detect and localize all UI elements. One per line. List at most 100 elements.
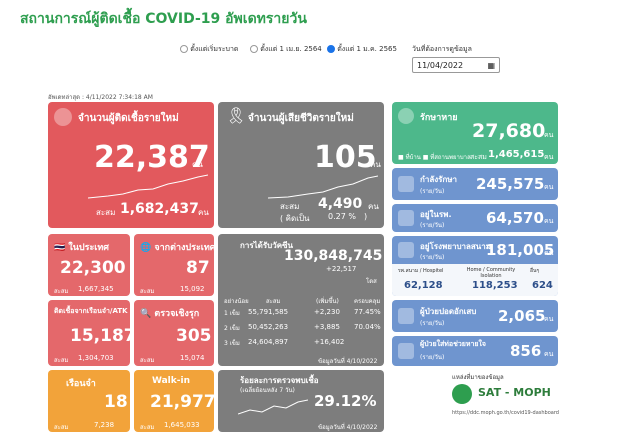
- card-sub: (เฉลี่ยย้อนหลัง 7 วัน): [240, 387, 295, 394]
- th: อย่างน้อย: [224, 298, 249, 305]
- sparkline: [268, 175, 378, 199]
- sparkline: [238, 399, 308, 415]
- total: 15,092: [180, 285, 205, 293]
- vaccine-cell: 50,452,263: [248, 323, 289, 331]
- card-title-text: จากต่างประเทศ: [154, 243, 214, 253]
- value: 22,387: [94, 140, 210, 175]
- ribbon: 🎗: [226, 106, 247, 125]
- vaccine-card: การได้รับวัคซีน 130,848,745 +22,517 โดส …: [218, 234, 384, 366]
- ventilator-card: ผู้ป่วยใส่ท่อช่วยหายใจ (ราย/วัน) 856 คน: [392, 336, 558, 366]
- radio[interactable]: ตั้งแต่ 1 ม.ค. 2565: [327, 44, 397, 55]
- value: 18: [104, 392, 128, 412]
- total: 1,682,437: [120, 201, 199, 217]
- vaccine-cell: 1 เข็ม: [224, 310, 240, 317]
- unit: คน: [198, 208, 209, 217]
- card-title: รักษาหาย: [420, 113, 458, 123]
- logo: [452, 384, 472, 404]
- card-title: ติดเชื้อจากเรือนจำ/ATK: [54, 307, 128, 315]
- total-label: สะสม: [54, 288, 69, 295]
- radio-label: ตั้งแต่ 1 ม.ค. 2565: [337, 45, 397, 53]
- th: สะสม: [266, 298, 281, 305]
- data-date: ข้อมูลวันที่ 4/10/2022: [318, 424, 378, 431]
- total-label: สะสม: [96, 208, 116, 217]
- value: 87: [186, 258, 210, 278]
- column-value: 624: [532, 280, 553, 291]
- vaccine-cell: 24,604,897: [248, 338, 289, 346]
- new-cases-card: จำนวนผู้ติดเชื้อรายใหม่ 22,387 คน สะสม 1…: [48, 102, 214, 228]
- column-label: รพ.สนาม / Hospitel: [398, 268, 444, 274]
- total: 1,465,615: [488, 149, 545, 160]
- unit: คน: [544, 249, 554, 257]
- total-label: สะสม: [54, 424, 69, 431]
- active-card: 🔍 ตรวจเชิงรุก 305 สะสม 15,074: [134, 300, 214, 366]
- card-title: จำนวนผู้เสียชีวิตรายใหม่: [248, 113, 354, 124]
- value: 27,680: [472, 120, 546, 142]
- th: ครอบคลุม: [354, 298, 381, 305]
- value: 29.12%: [314, 392, 377, 410]
- value: 21,977: [150, 392, 214, 412]
- sparkline: [88, 174, 208, 199]
- card-sub: (ราย/วัน): [420, 222, 445, 229]
- total: 1,304,703: [78, 354, 114, 362]
- column-label: อื่นๆ: [530, 268, 540, 274]
- increase: +22,517: [326, 265, 357, 273]
- value: 22,300: [60, 258, 126, 278]
- total: 1,645,033: [164, 421, 200, 429]
- source-name: SAT - MOPH: [478, 386, 551, 399]
- unit: คน: [544, 217, 554, 225]
- legend-item: ■ ที่บ้าน ■ ที่สถานพยาบาล: [398, 154, 471, 161]
- card-sub: (ราย/วัน): [420, 354, 445, 361]
- value: 15,187: [70, 326, 130, 346]
- data-date: ข้อมูลวันที่ 4/10/2022: [318, 358, 378, 365]
- source-url: https://ddc.moph.go.th/covid19-dashboard: [452, 410, 559, 416]
- card-title-text: ในประเทศ: [68, 243, 109, 253]
- total: 130,848,745: [284, 248, 383, 264]
- radio-label: ตั้งแต่ 1 เม.ย. 2564: [260, 45, 322, 53]
- field-hospital-card: อยู่โรงพยาบาลสนาม (ราย/วัน) 181,005 คน ร…: [392, 236, 558, 296]
- date-input[interactable]: 11/04/2022 ▦: [412, 57, 500, 73]
- card-title: Walk-in: [152, 376, 190, 386]
- deaths-card: 🎗 จำนวนผู้เสียชีวิตรายใหม่ 105 คน สะสม 4…: [218, 102, 384, 228]
- card-title: ผู้ป่วยปอดอักเสบ: [420, 307, 477, 316]
- unit: คน: [544, 153, 554, 161]
- card-title-text: ตรวจเชิงรุก: [154, 309, 200, 319]
- unit: คน: [544, 315, 554, 323]
- vaccine-cell: 2 เข็ม: [224, 325, 240, 332]
- walkin-card: Walk-in 21,977 สะสม 1,645,033: [134, 370, 214, 432]
- value: 305: [176, 326, 212, 346]
- unit: คน: [370, 160, 381, 169]
- recovered-card: รักษาหาย 27,680 คน ■ ที่บ้าน ■ ที่สถานพย…: [392, 102, 558, 164]
- vaccine-cell: +3,885: [314, 323, 340, 331]
- card-sub: (ราย/วัน): [420, 320, 445, 327]
- card-title: ผู้ป่วยใส่ท่อช่วยหายใจ: [420, 340, 487, 348]
- total: 15,074: [180, 354, 205, 362]
- treating-card: กำลังรักษา (ราย/วัน) 245,575 คน: [392, 168, 558, 200]
- value: 64,570: [486, 209, 544, 227]
- card-sub: (ราย/วัน): [420, 188, 445, 195]
- vaccine-cell: +2,230: [314, 308, 340, 316]
- positivity-card: ร้อยละการตรวจพบเชื้อ (เฉลี่ยย้อนหลัง 7 ว…: [218, 370, 384, 432]
- atk-card: ติดเชื้อจากเรือนจำ/ATK 15,187 สะสม 1,304…: [48, 300, 130, 366]
- value: 856: [510, 342, 542, 360]
- unit: คน: [544, 183, 554, 191]
- total: 7,238: [94, 421, 115, 429]
- title: สถานการณ์ผู้ติดเชื้อ COVID-19 อัพเดทรายว…: [20, 11, 307, 27]
- updated: อัพเดทล่าสุด : 4/11/2022 7:34:18 AM: [48, 94, 153, 101]
- total-label: สะสม: [470, 153, 487, 161]
- legend-label: ที่บ้าน: [405, 154, 421, 161]
- total-label: สะสม: [140, 288, 155, 295]
- card-title: อยู่โรงพยาบาลสนาม: [420, 242, 492, 251]
- radio-label: ตั้งแต่เริ่มระบาด: [190, 45, 239, 53]
- date-value: 11/04/2022: [417, 61, 464, 70]
- legend-label: ที่สถานพยาบาล: [430, 154, 471, 161]
- card-title: 🇹🇭 ในประเทศ: [54, 243, 109, 253]
- card-title: การได้รับวัคซีน: [240, 241, 293, 250]
- card-sub: (ราย/วัน): [420, 254, 445, 261]
- value: 105: [314, 140, 377, 175]
- imported-card: 🌐 จากต่างประเทศ 87 สะสม 15,092: [134, 234, 214, 296]
- value: 181,005: [486, 241, 555, 259]
- radio[interactable]: ตั้งแต่เริ่มระบาด: [180, 44, 238, 55]
- column-value: 62,128: [404, 280, 443, 291]
- radio[interactable]: ตั้งแต่ 1 เม.ย. 2564: [250, 44, 322, 55]
- vaccine-cell: 70.04%: [354, 323, 381, 331]
